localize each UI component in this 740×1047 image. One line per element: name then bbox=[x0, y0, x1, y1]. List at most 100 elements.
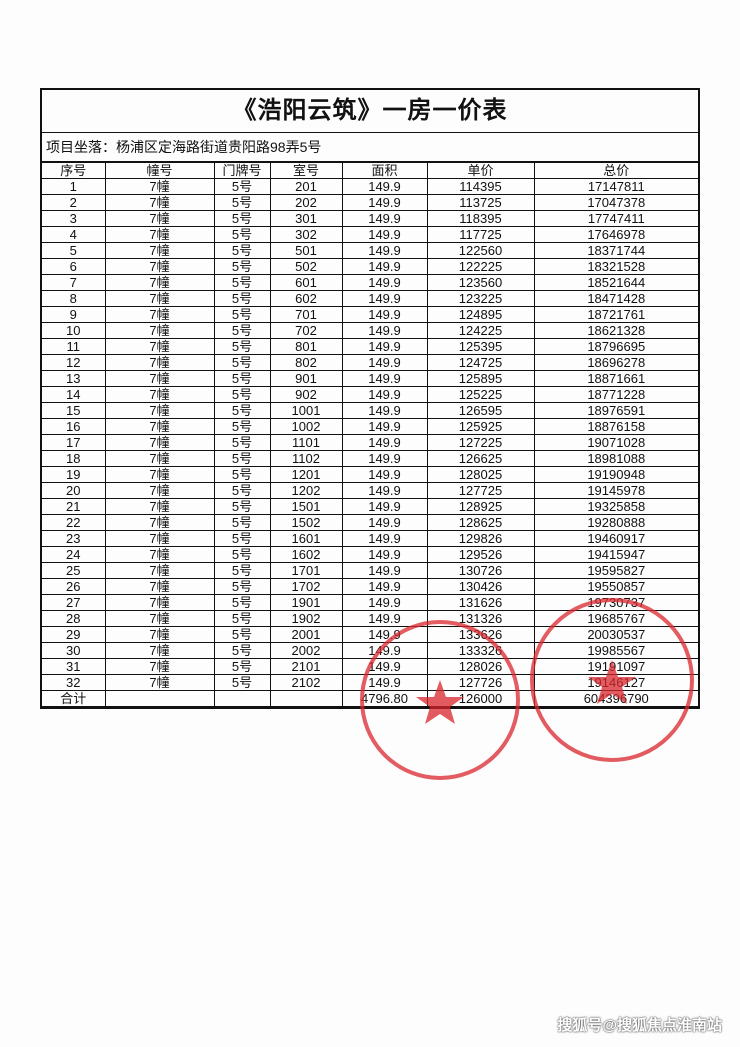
table-cell: 149.9 bbox=[341, 274, 428, 291]
table-cell: 2102 bbox=[269, 674, 343, 691]
table-cell: 149.9 bbox=[341, 482, 428, 499]
table-cell: 2001 bbox=[269, 626, 343, 643]
table-cell: 5号 bbox=[213, 226, 271, 243]
table-cell: 17 bbox=[42, 434, 106, 451]
total-cell bbox=[269, 690, 343, 707]
table-cell: 7幢 bbox=[104, 658, 215, 675]
table-cell: 18871661 bbox=[533, 370, 698, 387]
table-cell: 149.9 bbox=[341, 578, 428, 595]
column-header: 序号 bbox=[42, 162, 106, 179]
table-cell: 11 bbox=[42, 338, 106, 355]
table-cell: 602 bbox=[269, 290, 343, 307]
table-cell: 128625 bbox=[426, 514, 535, 531]
address-label: 项目坐落： bbox=[46, 139, 116, 155]
table-cell: 2 bbox=[42, 194, 106, 211]
table-cell: 901 bbox=[269, 370, 343, 387]
table-cell: 701 bbox=[269, 306, 343, 323]
table-cell: 123560 bbox=[426, 274, 535, 291]
table-cell: 126595 bbox=[426, 402, 535, 419]
table-row: 25 7幢 5号 1701 149.9 130726 19595827 bbox=[42, 562, 698, 579]
table-cell: 5号 bbox=[213, 466, 271, 483]
table-cell: 149.9 bbox=[341, 530, 428, 547]
table-row: 27 7幢 5号 1901 149.9 131626 19730737 bbox=[42, 594, 698, 611]
table-cell: 18721761 bbox=[533, 306, 698, 323]
table-cell: 19071028 bbox=[533, 434, 698, 451]
table-row: 29 7幢 5号 2001 149.9 133626 20030537 bbox=[42, 626, 698, 643]
table-cell: 127725 bbox=[426, 482, 535, 499]
total-cell: 126000 bbox=[426, 690, 535, 707]
table-row: 26 7幢 5号 1702 149.9 130426 19550857 bbox=[42, 578, 698, 595]
table-cell: 128925 bbox=[426, 498, 535, 515]
table-cell: 1701 bbox=[269, 562, 343, 579]
total-cell: 4796.80 bbox=[341, 690, 428, 707]
table-cell: 122560 bbox=[426, 242, 535, 259]
table-cell: 302 bbox=[269, 226, 343, 243]
table-cell: 7幢 bbox=[104, 306, 215, 323]
table-cell: 13 bbox=[42, 370, 106, 387]
column-header: 门牌号 bbox=[213, 162, 271, 179]
table-cell: 1202 bbox=[269, 482, 343, 499]
table-header: 序号 幢号 门牌号 室号 面积 单价 总价 bbox=[42, 162, 698, 179]
table-cell: 7幢 bbox=[104, 434, 215, 451]
price-table: 序号 幢号 门牌号 室号 面积 单价 总价 1 7幢 5号 201 149.9 114395 17147… bbox=[42, 162, 698, 707]
table-row: 24 7幢 5号 1602 149.9 129526 19415947 bbox=[42, 546, 698, 563]
table-cell: 18321528 bbox=[533, 258, 698, 275]
table-cell: 30 bbox=[42, 642, 106, 659]
table-cell: 5号 bbox=[213, 354, 271, 371]
table-cell: 17646978 bbox=[533, 226, 698, 243]
table-cell: 2002 bbox=[269, 642, 343, 659]
table-cell: 149.9 bbox=[341, 306, 428, 323]
table-cell: 5号 bbox=[213, 322, 271, 339]
column-header: 幢号 bbox=[104, 162, 215, 179]
table-row: 22 7幢 5号 1502 149.9 128625 19280888 bbox=[42, 514, 698, 531]
table-cell: 7幢 bbox=[104, 578, 215, 595]
table-cell: 10 bbox=[42, 322, 106, 339]
table-cell: 149.9 bbox=[341, 178, 428, 195]
table-cell: 149.9 bbox=[341, 626, 428, 643]
table-cell: 19595827 bbox=[533, 562, 698, 579]
table-cell: 19 bbox=[42, 466, 106, 483]
table-cell: 18981088 bbox=[533, 450, 698, 467]
table-cell: 114395 bbox=[426, 178, 535, 195]
table-cell: 25 bbox=[42, 562, 106, 579]
table-cell: 7幢 bbox=[104, 242, 215, 259]
table-cell: 149.9 bbox=[341, 450, 428, 467]
table-cell: 5号 bbox=[213, 418, 271, 435]
table-cell: 5号 bbox=[213, 514, 271, 531]
table-row: 4 7幢 5号 302 149.9 117725 17646978 bbox=[42, 226, 698, 243]
table-cell: 113725 bbox=[426, 194, 535, 211]
table-cell: 7幢 bbox=[104, 386, 215, 403]
table-cell: 1702 bbox=[269, 578, 343, 595]
table-cell: 5号 bbox=[213, 482, 271, 499]
table-cell: 19460917 bbox=[533, 530, 698, 547]
table-cell: 130726 bbox=[426, 562, 535, 579]
table-cell: 149.9 bbox=[341, 546, 428, 563]
table-cell: 5号 bbox=[213, 194, 271, 211]
table-cell: 18771228 bbox=[533, 386, 698, 403]
table-cell: 1002 bbox=[269, 418, 343, 435]
table-row: 23 7幢 5号 1601 149.9 129826 19460917 bbox=[42, 530, 698, 547]
table-cell: 7幢 bbox=[104, 354, 215, 371]
table-cell: 149.9 bbox=[341, 386, 428, 403]
table-cell: 7幢 bbox=[104, 370, 215, 387]
table-cell: 1001 bbox=[269, 402, 343, 419]
total-cell: 合计 bbox=[42, 690, 106, 707]
table-cell: 502 bbox=[269, 258, 343, 275]
table-row: 7 7幢 5号 601 149.9 123560 18521644 bbox=[42, 274, 698, 291]
table-cell: 5号 bbox=[213, 258, 271, 275]
table-cell: 131626 bbox=[426, 594, 535, 611]
table-cell: 7幢 bbox=[104, 226, 215, 243]
table-cell: 19730737 bbox=[533, 594, 698, 611]
table-cell: 5号 bbox=[213, 434, 271, 451]
table-cell: 1101 bbox=[269, 434, 343, 451]
table-cell: 125895 bbox=[426, 370, 535, 387]
table-cell: 5号 bbox=[213, 370, 271, 387]
table-cell: 7幢 bbox=[104, 530, 215, 547]
table-row: 21 7幢 5号 1501 149.9 128925 19325858 bbox=[42, 498, 698, 515]
table-cell: 149.9 bbox=[341, 258, 428, 275]
table-cell: 5号 bbox=[213, 674, 271, 691]
table-cell: 7幢 bbox=[104, 514, 215, 531]
table-cell: 7幢 bbox=[104, 178, 215, 195]
table-row: 17 7幢 5号 1101 149.9 127225 19071028 bbox=[42, 434, 698, 451]
table-cell: 124895 bbox=[426, 306, 535, 323]
